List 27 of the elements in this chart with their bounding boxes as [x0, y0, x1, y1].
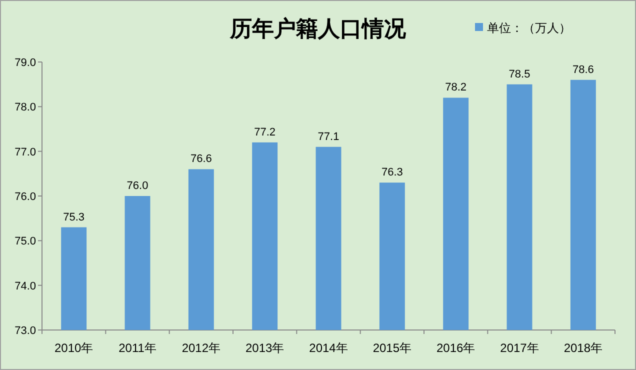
legend-label: 单位：（万人）: [487, 21, 571, 35]
y-tick-label: 75.0: [14, 236, 36, 248]
x-tick-label: 2016年: [436, 341, 476, 355]
y-tick-label: 78.0: [14, 102, 36, 114]
data-label: 78.5: [508, 68, 530, 80]
data-label: 77.1: [318, 130, 340, 143]
x-tick-label: 2013年: [245, 341, 284, 355]
data-label: 75.3: [63, 211, 85, 224]
x-tick-label: 2011年: [118, 341, 156, 355]
data-label: 76.6: [190, 153, 212, 166]
y-tick-label: 77.0: [14, 146, 36, 158]
x-tick-label: 2010年: [54, 341, 94, 355]
y-tick-label: 74.0: [14, 280, 36, 292]
data-label: 76.0: [126, 180, 148, 192]
y-tick-label: 76.0: [14, 191, 36, 203]
x-tick-label: 2014年: [309, 341, 348, 355]
data-label: 77.2: [254, 126, 276, 138]
data-label: 78.6: [572, 64, 594, 76]
y-tick-label: 73.0: [14, 325, 36, 337]
x-tick-label: 2015年: [372, 341, 412, 355]
x-tick-label: 2018年: [564, 341, 603, 355]
x-tick-label: 2017年: [500, 341, 539, 355]
y-tick-label: 79.0: [14, 57, 36, 69]
chart-title: 历年户籍人口情况: [229, 16, 407, 41]
data-label: 78.2: [445, 82, 467, 94]
data-label: 76.3: [381, 166, 403, 179]
x-tick-label: 2012年: [182, 341, 221, 355]
